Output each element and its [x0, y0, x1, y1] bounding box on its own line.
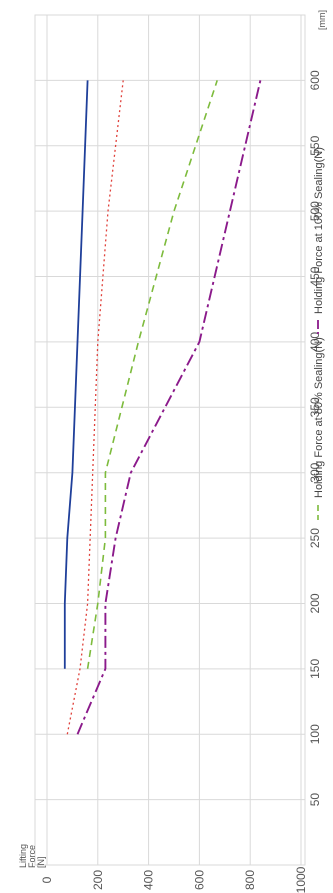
legend: Holding Force at 80% Sealing(N) Holding … [313, 147, 325, 520]
series-line-2 [86, 80, 218, 669]
legend-label-80: Holding Force at 80% Sealing(N) [313, 337, 325, 498]
x-tick-labels: 50 100 150 200 250 300 350 400 450 500 550 600 [308, 70, 322, 806]
x-tick-label: 600 [308, 70, 322, 90]
x-tick-label: 550 [308, 135, 322, 155]
x-tick-label: 450 [308, 266, 322, 286]
y-tick-label: 200 [91, 870, 105, 890]
plot-frame [34, 14, 306, 866]
legend-label-100: Holding Force at 100% Sealing(N) [313, 147, 325, 314]
y-axis-title-line-1: Lifting [18, 844, 28, 868]
series-group [63, 80, 262, 735]
y-tick-label: 400 [142, 870, 156, 890]
x-axis-unit: [mm] [317, 10, 327, 30]
y-axis-title: Lifting Force [N] [18, 844, 46, 868]
series-line-3 [66, 80, 124, 735]
y-tick-label: 1000 [294, 866, 308, 893]
y-tick-label: 800 [243, 870, 257, 890]
x-tick-label: 350 [308, 397, 322, 417]
x-tick-label: 500 [308, 201, 322, 221]
y-tick-label: 600 [192, 870, 206, 890]
x-tick-label: 200 [308, 593, 322, 613]
y-tick-label: 0 [40, 876, 54, 883]
y-axis-title-line-2: Force [27, 845, 37, 868]
y-tick-labels: 0 200 400 600 800 1000 [40, 866, 308, 893]
x-tick-label: 100 [308, 724, 322, 744]
x-tick-label: 300 [308, 462, 322, 482]
series-line-4 [63, 80, 89, 669]
x-tick-label: 50 [308, 793, 322, 807]
x-tick-label: 150 [308, 659, 322, 679]
series-line-1 [76, 80, 262, 735]
x-tick-label: 400 [308, 332, 322, 352]
y-axis-title-line-3: [N] [36, 856, 46, 868]
grid-lines [34, 14, 306, 866]
x-tick-label: 250 [308, 528, 322, 548]
